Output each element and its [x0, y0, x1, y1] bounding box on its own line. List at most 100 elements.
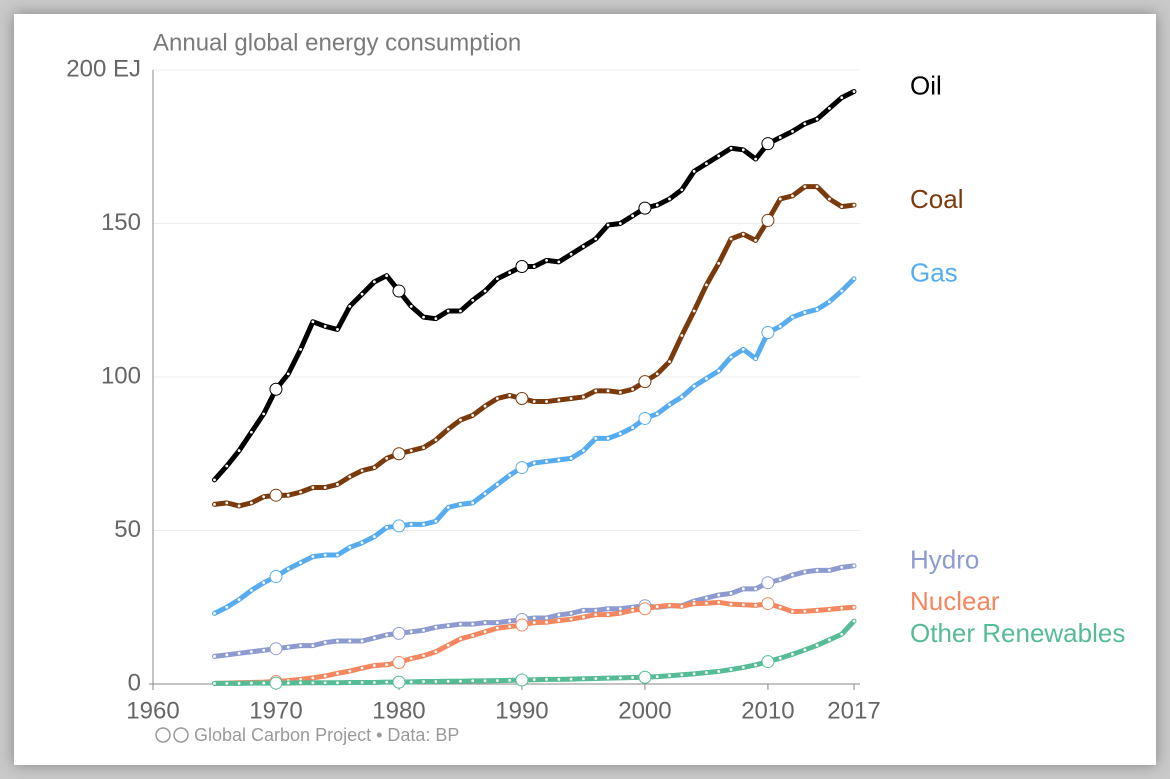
point-marker: [323, 674, 327, 678]
point-marker: [336, 639, 339, 643]
point-marker: [545, 460, 548, 463]
point-marker: [483, 492, 487, 496]
point-marker: [323, 486, 327, 489]
point-marker: [508, 394, 512, 397]
point-marker: [495, 483, 499, 486]
point-marker: [840, 606, 844, 610]
point-marker: [409, 304, 413, 308]
point-marker: [372, 535, 376, 539]
point-marker: [631, 608, 635, 612]
point-marker: [409, 449, 413, 453]
point-marker: [791, 573, 794, 577]
point-marker: [495, 277, 499, 281]
point-marker: [606, 613, 610, 617]
point-marker: [360, 292, 364, 296]
point-marker: [852, 564, 856, 568]
point-marker: [483, 621, 487, 624]
point-marker: [495, 679, 499, 683]
point-marker: [655, 412, 659, 416]
point-marker: [323, 324, 327, 328]
point-marker: [791, 130, 794, 133]
point-marker: [569, 677, 573, 681]
point-marker: [249, 681, 253, 685]
point-marker: [569, 252, 573, 256]
point-marker: [631, 214, 635, 218]
point-marker: [778, 656, 782, 660]
point-marker: [717, 154, 721, 158]
point-marker: [692, 309, 696, 313]
point-marker: [729, 237, 733, 241]
point-marker: [692, 602, 696, 605]
point-marker: [557, 458, 561, 462]
point-marker: [372, 636, 376, 640]
point-marker: [348, 545, 352, 549]
point-marker: [372, 280, 376, 284]
point-marker: [434, 680, 438, 683]
series-line: [211, 618, 857, 686]
point-marker: [213, 503, 216, 506]
point-marker: [680, 673, 684, 677]
point-marker: [237, 598, 241, 601]
y-tick-label: 100: [101, 362, 141, 389]
point-marker: [434, 438, 438, 442]
decade-marker: [638, 201, 652, 215]
point-marker: [815, 608, 819, 612]
point-marker: [336, 553, 339, 557]
point-marker: [446, 624, 450, 628]
point-marker: [495, 626, 499, 630]
point-marker: [828, 638, 831, 642]
point-marker: [594, 677, 598, 680]
point-marker: [225, 501, 229, 505]
series-line: [211, 599, 857, 686]
point-marker: [705, 162, 708, 166]
decade-marker: [638, 411, 652, 425]
point-marker: [311, 676, 315, 680]
point-marker: [618, 607, 622, 611]
point-marker: [655, 605, 659, 609]
point-marker: [360, 639, 364, 643]
point-marker: [237, 651, 241, 655]
y-tick-label: 200 EJ: [66, 55, 141, 82]
point-marker: [778, 197, 782, 201]
x-tick-label: 1990: [495, 697, 548, 724]
point-marker: [729, 668, 733, 671]
point-marker: [372, 664, 376, 667]
decade-marker: [761, 137, 775, 151]
cc-icon: [155, 727, 171, 743]
point-marker: [803, 311, 807, 314]
point-marker: [606, 437, 610, 440]
point-marker: [582, 395, 585, 399]
x-tick-label: 1980: [372, 697, 425, 724]
point-marker: [594, 437, 598, 440]
point-marker: [262, 495, 266, 499]
point-marker: [655, 675, 659, 679]
point-marker: [569, 397, 573, 400]
point-marker: [741, 232, 745, 236]
x-tick-label: 2017: [827, 697, 880, 724]
point-marker: [422, 680, 425, 683]
point-marker: [225, 653, 229, 657]
decade-marker: [638, 375, 652, 389]
point-marker: [323, 553, 327, 557]
point-marker: [852, 203, 856, 207]
point-marker: [422, 315, 425, 319]
series-line: [211, 563, 857, 659]
point-marker: [594, 613, 598, 617]
point-marker: [840, 96, 844, 100]
point-marker: [262, 412, 266, 416]
point-marker: [249, 501, 253, 505]
point-marker: [705, 601, 708, 605]
point-marker: [286, 493, 290, 497]
point-marker: [545, 400, 548, 403]
point-marker: [815, 117, 819, 121]
decade-marker: [638, 602, 652, 616]
point-marker: [311, 555, 315, 558]
point-marker: [815, 569, 819, 572]
point-marker: [680, 395, 684, 399]
point-marker: [508, 473, 512, 477]
point-marker: [286, 567, 290, 571]
point-marker: [717, 369, 721, 373]
point-marker: [840, 565, 844, 569]
point-marker: [852, 619, 856, 623]
decade-marker: [392, 626, 406, 640]
